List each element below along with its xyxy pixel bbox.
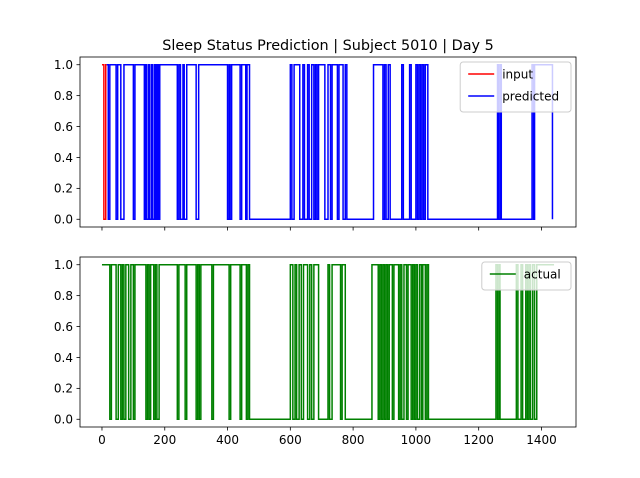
bottom-series-layer (101, 263, 555, 421)
bottom-ytick-label-0.2: 0.2 (54, 382, 73, 396)
top-ytick-label-0.2: 0.2 (54, 182, 73, 196)
top-legend-label-predicted: predicted (502, 89, 559, 103)
top-ytick-label-0.8: 0.8 (54, 89, 73, 103)
bottom-xtick-label-1000: 1000 (401, 433, 432, 447)
top-series-input-line (101, 63, 107, 221)
bottom-xtick-label-200: 200 (153, 433, 176, 447)
bottom-ytick-label-0.0: 0.0 (54, 413, 73, 427)
top-ytick-label-0.4: 0.4 (54, 151, 73, 165)
bottom-xtick-label-400: 400 (216, 433, 239, 447)
bottom-legend-label-actual: actual (524, 267, 561, 281)
top-axes-frame (79, 56, 577, 228)
top-ytick-label-0.6: 0.6 (54, 120, 73, 134)
top-ytick-label-0.0: 0.0 (54, 213, 73, 227)
bottom-legend: actual (481, 261, 572, 291)
bottom-xtick-label-1400: 1400 (526, 433, 557, 447)
bottom-xtick-label-1200: 1200 (463, 433, 494, 447)
bottom-ytick-label-0.6: 0.6 (54, 320, 73, 334)
top-series-layer (101, 63, 554, 221)
top-legend: input predicted (459, 61, 572, 113)
bottom-xtick-label-800: 800 (342, 433, 365, 447)
chart-title: Sleep Status Prediction | Subject 5010 |… (162, 38, 494, 54)
bottom-xtick-label-600: 600 (279, 433, 302, 447)
bottom-xtick-label-0: 0 (98, 433, 106, 447)
bottom-legend-box (481, 261, 572, 291)
top-legend-label-input: input (502, 67, 533, 81)
top-series-predicted-line (106, 63, 554, 221)
bottom-ytick-label-0.8: 0.8 (54, 289, 73, 303)
top-ytick-label-1.0: 1.0 (54, 58, 73, 72)
bottom-ytick-label-0.4: 0.4 (54, 351, 73, 365)
top-subplot: 0.0 0.2 0.4 0.6 0.8 1.0 input predicted (54, 56, 577, 231)
bottom-ytick-label-1.0: 1.0 (54, 258, 73, 272)
top-ticks: 0.0 0.2 0.4 0.6 0.8 1.0 (54, 58, 542, 231)
bottom-subplot: 0 200 400 600 800 1000 1200 1400 0.0 0.2 0.4 0.6 0.8… (54, 256, 577, 447)
bottom-axes-frame (79, 256, 577, 428)
bottom-ticks: 0 200 400 600 800 1000 1200 1400 0.0 0.2 0.4 0.6 0.8… (54, 258, 557, 447)
bottom-series-actual-line (101, 263, 555, 421)
